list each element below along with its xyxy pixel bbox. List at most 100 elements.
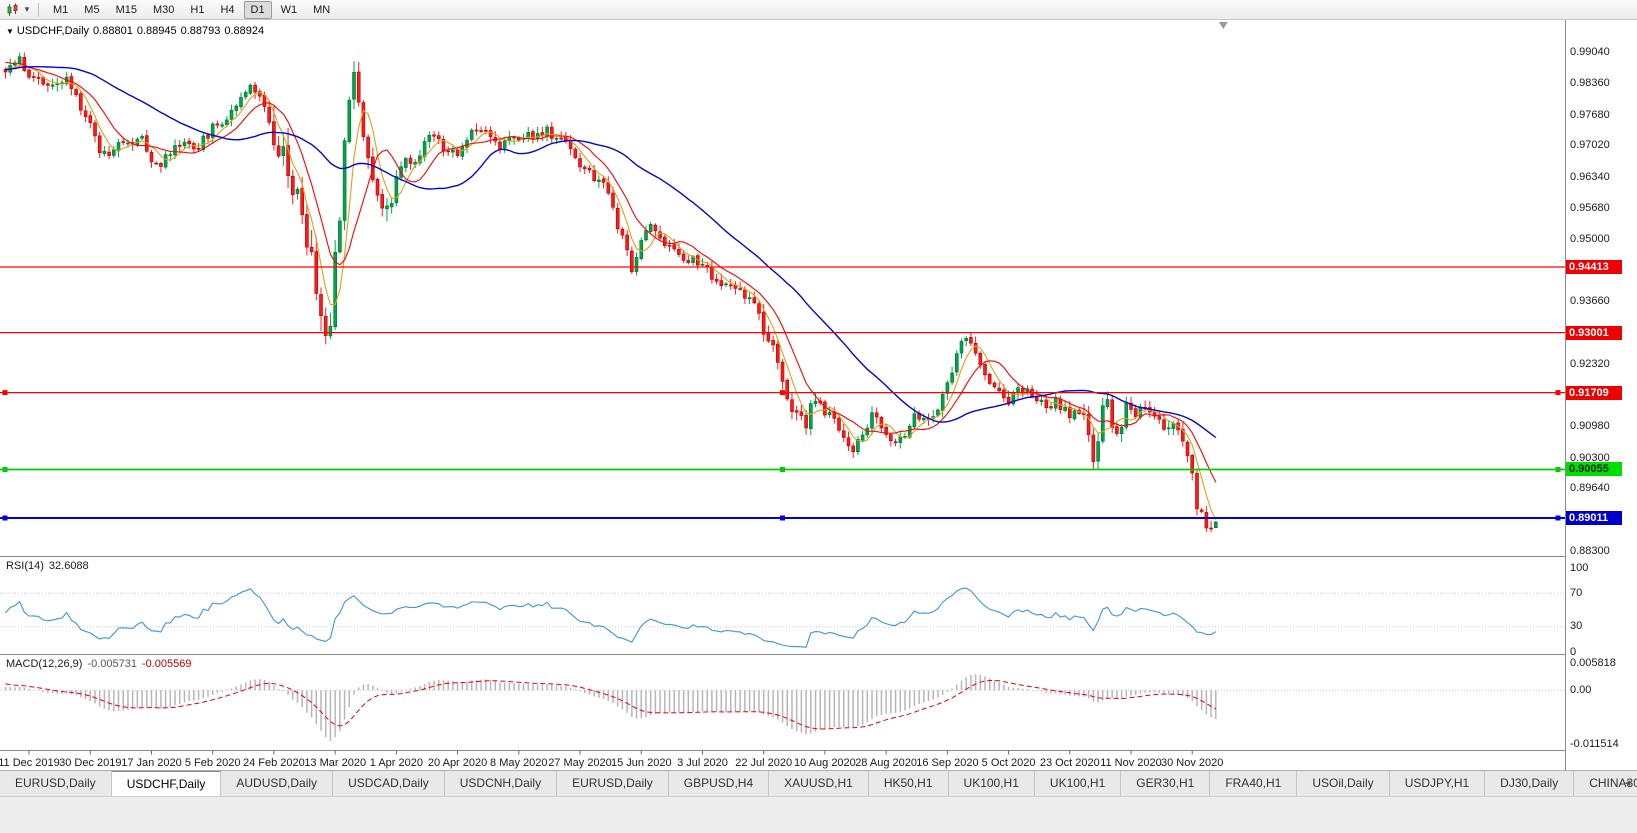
rsi-name: RSI(14) xyxy=(6,560,44,572)
macd-label: MACD(12,26,9) -0.005731 -0.005569 xyxy=(6,658,197,670)
timeframe-button-m5[interactable]: M5 xyxy=(84,3,100,16)
rsi-scale-label: 70 xyxy=(1570,586,1583,599)
tab-china300-h1[interactable]: CHINA300,H1 xyxy=(1574,771,1637,796)
chart-type-caret-icon[interactable]: ▾ xyxy=(24,4,30,14)
tab-hk50-h1[interactable]: HK50,H1 xyxy=(868,771,949,796)
chart-dropdown-icon: ▼ xyxy=(6,27,14,36)
price-open: 0.88801 xyxy=(93,25,133,37)
rsi-scale-label: 30 xyxy=(1570,620,1583,633)
rsi-line xyxy=(5,587,1217,648)
toolbar-separator xyxy=(38,2,39,17)
time-axis-label: 5 Oct 2020 xyxy=(982,757,1036,769)
timeframe-button-w1[interactable]: W1 xyxy=(280,3,298,16)
hline-handle[interactable] xyxy=(2,390,8,396)
tab-dj30-daily[interactable]: DJ30,Daily xyxy=(1485,771,1575,796)
hline-handle[interactable] xyxy=(1555,467,1561,472)
price-axis-label: 0.95000 xyxy=(1570,233,1610,246)
price-axis-label: 0.97020 xyxy=(1570,139,1610,152)
chart-region[interactable]: 11 Dec 2019 30 Dec 2019 17 Jan 2020 5 Feb 2… xyxy=(0,20,1637,770)
hline-handle[interactable] xyxy=(2,467,8,472)
time-axis-label: 24 Feb 2020 xyxy=(243,757,305,769)
pane-frame xyxy=(0,22,1565,751)
tab-ger30-h1[interactable]: GER30,H1 xyxy=(1121,771,1211,796)
macd-scale-label: -0.011514 xyxy=(1570,737,1619,750)
macd-main-value: -0.005731 xyxy=(87,658,137,670)
timeframe-button-d1[interactable]: D1 xyxy=(243,0,272,19)
price-axis-label: 0.92320 xyxy=(1570,357,1610,370)
price-close: 0.88924 xyxy=(224,25,265,37)
time-axis[interactable]: 11 Dec 2019 30 Dec 2019 17 Jan 2020 5 Feb 2… xyxy=(0,750,1223,770)
hline-handle[interactable] xyxy=(1555,390,1561,396)
tab-audusd-daily[interactable]: AUDUSD,Daily xyxy=(221,771,334,796)
timeframe-button-m30[interactable]: M30 xyxy=(152,3,175,16)
price-tag-0.89011: 0.89011 xyxy=(1566,510,1622,525)
timeframe-button-h4[interactable]: H4 xyxy=(220,3,235,16)
timeframe-button-h1[interactable]: H1 xyxy=(190,3,205,16)
time-axis-label: 3 Jul 2020 xyxy=(677,757,728,769)
price-axis-label: 0.98360 xyxy=(1570,77,1610,90)
price-axis-label: 0.90300 xyxy=(1570,451,1610,464)
price-tag-0.94413: 0.94413 xyxy=(1566,259,1622,274)
tab-gbpusd-h4[interactable]: GBPUSD,H4 xyxy=(668,771,770,796)
tab-eurusd-daily[interactable]: EURUSD,Daily xyxy=(557,771,669,796)
timeframe-button-m1[interactable]: M1 xyxy=(53,3,69,16)
rsi-value: 32.6088 xyxy=(48,560,89,572)
time-axis-label: 15 Jun 2020 xyxy=(611,757,672,769)
rsi-label: RSI(14) 32.6088 xyxy=(6,560,94,572)
ma-34-line xyxy=(5,66,1217,439)
macd-scale-label: 0.00 xyxy=(1570,683,1592,696)
chart-canvas[interactable]: 11 Dec 2019 30 Dec 2019 17 Jan 2020 5 Feb 2… xyxy=(0,20,1565,770)
macd-name: MACD(12,26,9) xyxy=(6,658,83,670)
chart-type-icon[interactable] xyxy=(4,2,22,18)
candles-layer[interactable] xyxy=(3,52,1218,533)
time-axis-label: 28 Aug 2020 xyxy=(855,757,917,769)
hline-handle[interactable] xyxy=(780,390,785,396)
tab-scroll-left-icon[interactable]: ◂ xyxy=(1624,777,1631,789)
tab-uk100-h1[interactable]: UK100,H1 xyxy=(1034,771,1122,796)
chart-symbol-period: USDCHF,Daily xyxy=(16,25,90,37)
tab-uk100-h1[interactable]: UK100,H1 xyxy=(948,771,1035,796)
tab-usdjpy-h1[interactable]: USDJPY,H1 xyxy=(1389,771,1486,796)
price-axis[interactable]: 0.99040 0.98360 0.97680 0.97020 0.96340 0.956… xyxy=(1565,20,1637,770)
time-axis-label: 22 Jul 2020 xyxy=(735,757,792,769)
time-axis-label: 20 Apr 2020 xyxy=(428,757,487,769)
timeframe-button-mn[interactable]: MN xyxy=(313,3,331,16)
time-axis-label: 5 Feb 2020 xyxy=(185,757,241,769)
time-axis-label: 23 Oct 2020 xyxy=(1040,757,1100,769)
price-axis-label: 0.89640 xyxy=(1570,482,1610,495)
ma-5-line xyxy=(5,64,1217,521)
hline-handle[interactable] xyxy=(2,515,8,521)
time-axis-label: 1 Apr 2020 xyxy=(370,757,423,769)
tab-fra40-h1[interactable]: FRA40,H1 xyxy=(1210,771,1298,796)
hline-handle[interactable] xyxy=(780,467,785,472)
tab-usdchf-daily[interactable]: USDCHF,Daily xyxy=(111,771,222,796)
time-axis-label: 11 Dec 2019 xyxy=(0,757,60,769)
rsi-scale-label: 0 xyxy=(1570,645,1577,658)
hline-handle[interactable] xyxy=(1555,515,1561,521)
symbol-tabbar: EURUSD,Daily USDCHF,Daily AUDUSD,Daily USDC… xyxy=(0,770,1637,796)
time-axis-label: 16 Sep 2020 xyxy=(916,757,978,769)
indicator-levels xyxy=(0,592,1565,691)
tab-usdcnh-daily[interactable]: USDCNH,Daily xyxy=(444,771,558,796)
time-axis-label: 13 Mar 2020 xyxy=(304,757,366,769)
price-high: 0.88945 xyxy=(136,25,177,37)
tab-eurusd-daily[interactable]: EURUSD,Daily xyxy=(0,771,112,796)
timeframe-buttons: M1 M5 M15 M30 H1 H4 D1 W1 MN xyxy=(45,0,338,19)
tab-xauusd-h1[interactable]: XAUUSD,H1 xyxy=(769,771,869,796)
toolbar: ▾ M1 M5 M15 M30 H1 H4 D1 W1 MN xyxy=(0,0,1637,20)
price-axis-label: 0.96340 xyxy=(1570,170,1610,183)
macd-signal-value: -0.005569 xyxy=(141,658,192,670)
time-axis-label: 30 Nov 2020 xyxy=(1161,757,1223,769)
time-axis-label: 30 Dec 2019 xyxy=(59,757,121,769)
tab-usoil-daily[interactable]: USOil,Daily xyxy=(1297,771,1390,796)
price-axis-label: 0.88300 xyxy=(1570,544,1610,557)
price-low: 0.88793 xyxy=(180,25,221,37)
tab-usdcad-daily[interactable]: USDCAD,Daily xyxy=(333,771,445,796)
price-axis-label: 0.93660 xyxy=(1570,295,1610,308)
time-axis-label: 11 Nov 2020 xyxy=(1100,757,1162,769)
price-axis-label: 0.97680 xyxy=(1570,108,1610,121)
hline-handle[interactable] xyxy=(780,515,785,521)
timeframe-button-m15[interactable]: M15 xyxy=(115,3,137,16)
window-bottom-area xyxy=(0,796,1637,833)
